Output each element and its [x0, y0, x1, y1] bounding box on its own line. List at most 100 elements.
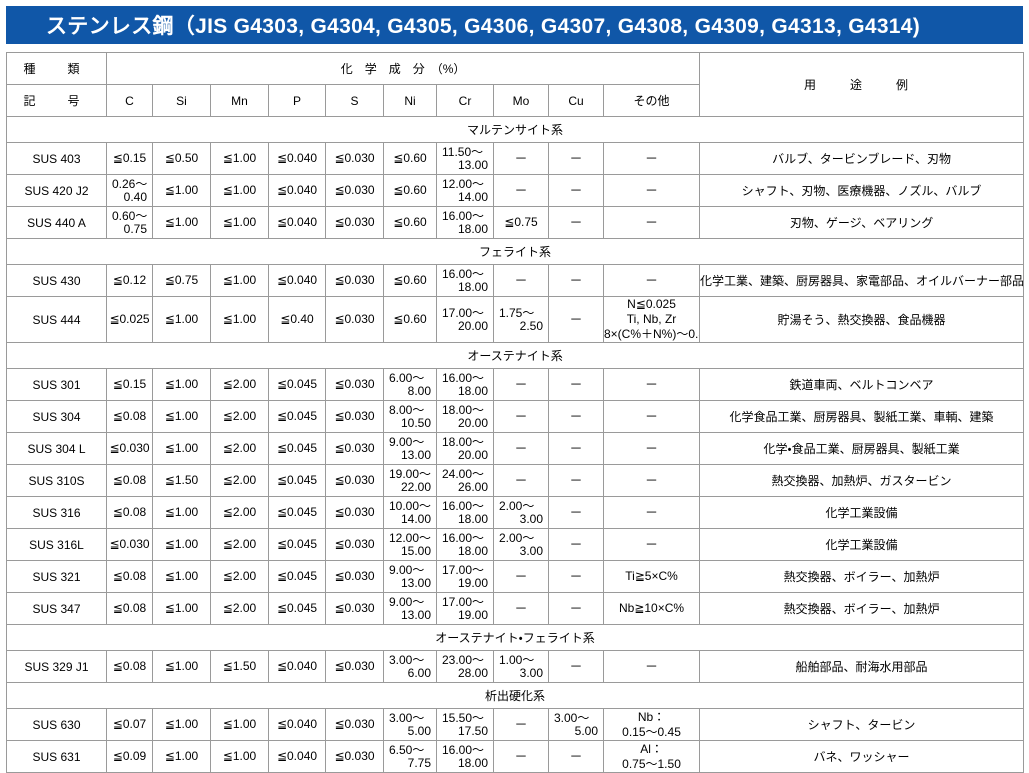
cell-ni: ≦0.60	[383, 264, 437, 297]
cell-ni: ≦0.60	[383, 296, 437, 343]
dash-glyph: －	[569, 408, 583, 424]
cell-mn: ≦2.00	[210, 432, 269, 465]
section-header-row: オーステナイト・フェライト系	[5, 624, 1025, 651]
cell-mn: ≦1.00	[210, 708, 269, 741]
cell-mn: ≦2.00	[210, 464, 269, 497]
dash-glyph: －	[569, 150, 583, 166]
cell-cu: －	[548, 740, 604, 773]
cell-cr: 16.00～ 18.00	[436, 496, 494, 529]
cell-mo: －	[493, 432, 549, 465]
header-col-c: C	[106, 84, 153, 117]
usage-example-cell: 船舶部品、耐海水用部品	[699, 650, 1025, 683]
cell-cu: －	[548, 528, 604, 561]
cell-mo: －	[493, 368, 549, 401]
cell-cu: －	[548, 496, 604, 529]
header-kind-line2: 記 号	[6, 84, 107, 117]
cell-mn: ≦1.00	[210, 206, 269, 239]
dash-glyph: －	[569, 272, 583, 288]
cell-other: Nb≧10×C%	[602, 592, 701, 625]
dash-glyph: －	[645, 504, 659, 520]
cell-mn: ≦1.00	[210, 296, 269, 343]
cell-other: －	[602, 528, 701, 561]
usage-example-cell: 熱交換器、ボイラー、加熱炉	[699, 560, 1025, 593]
cell-cr: 24.00～ 26.00	[436, 464, 494, 497]
cell-si: ≦0.50	[152, 142, 211, 175]
cell-p: ≦0.040	[268, 206, 326, 239]
grade-symbol-cell: SUS 310S	[6, 464, 107, 497]
dash-glyph: －	[569, 504, 583, 520]
cell-s: ≦0.030	[325, 528, 384, 561]
cell-ni: 6.00～ 8.00	[383, 368, 437, 401]
cell-other: －	[602, 400, 701, 433]
cell-si: ≦1.00	[152, 650, 211, 683]
cell-cu: －	[548, 432, 604, 465]
cell-c: ≦0.15	[106, 142, 153, 175]
usage-example-cell: シャフト、刃物、医療機器、ノズル、バルブ	[699, 174, 1025, 207]
grade-symbol-cell: SUS 304 L	[6, 432, 107, 465]
cell-si: ≦1.00	[152, 296, 211, 343]
cell-p: ≦0.040	[268, 142, 326, 175]
dash-glyph: －	[645, 272, 659, 288]
cell-ni: 3.00～ 5.00	[383, 708, 437, 741]
grade-symbol-cell: SUS 440 A	[6, 206, 107, 239]
dash-glyph: －	[514, 150, 528, 166]
cell-ni: 9.00～ 13.00	[383, 560, 437, 593]
cell-mn: ≦2.00	[210, 560, 269, 593]
cell-other: Al： 0.75～1.50	[602, 740, 701, 773]
cell-mo: 2.00～ 3.00	[493, 496, 549, 529]
cell-cr: 17.00～ 19.00	[436, 592, 494, 625]
cell-ni: ≦0.60	[383, 174, 437, 207]
cell-s: ≦0.030	[325, 206, 384, 239]
dash-glyph: －	[569, 748, 583, 764]
cell-mo: －	[493, 560, 549, 593]
dash-glyph: －	[645, 408, 659, 424]
cell-c: ≦0.15	[106, 368, 153, 401]
section-title: オーステナイト系	[5, 342, 1025, 369]
cell-p: ≦0.045	[268, 400, 326, 433]
header-usage-examples: 用 途 例	[699, 52, 1025, 117]
section-title: オーステナイト・フェライト系	[5, 624, 1025, 651]
cell-mn: ≦2.00	[210, 496, 269, 529]
cell-c: ≦0.030	[106, 432, 153, 465]
table-row: SUS 316L ≦0.030 ≦1.00 ≦2.00 ≦0.045 ≦0.030 12.0…	[6, 528, 1025, 561]
grade-symbol-cell: SUS 420 J2	[6, 174, 107, 207]
cell-other: －	[602, 264, 701, 297]
dash-glyph: －	[514, 472, 528, 488]
cell-s: ≦0.030	[325, 264, 384, 297]
table-row: SUS 347 ≦0.08 ≦1.00 ≦2.00 ≦0.045 ≦0.030 9.00～ 1…	[6, 592, 1025, 625]
grade-symbol-cell: SUS 329 J1	[6, 650, 107, 683]
dash-glyph: －	[645, 150, 659, 166]
dash-glyph: －	[645, 440, 659, 456]
cell-p: ≦0.040	[268, 740, 326, 773]
cell-mo: ≦0.75	[493, 206, 549, 239]
cell-other: －	[602, 650, 701, 683]
table-row: SUS 310S ≦0.08 ≦1.50 ≦2.00 ≦0.045 ≦0.030 19.00…	[6, 464, 1025, 497]
cell-si: ≦1.00	[152, 592, 211, 625]
cell-mo: －	[493, 264, 549, 297]
grade-symbol-cell: SUS 631	[6, 740, 107, 773]
cell-s: ≦0.030	[325, 496, 384, 529]
cell-si: ≦1.00	[152, 432, 211, 465]
dash-glyph: －	[569, 182, 583, 198]
cell-ni: ≦0.60	[383, 142, 437, 175]
cell-si: ≦1.00	[152, 400, 211, 433]
cell-other: Ti≧5×C%	[602, 560, 701, 593]
cell-cr: 23.00～ 28.00	[436, 650, 494, 683]
header-col-s: S	[325, 84, 384, 117]
cell-mo: －	[493, 174, 549, 207]
cell-ni: 12.00～ 15.00	[383, 528, 437, 561]
grade-symbol-cell: SUS 630	[6, 708, 107, 741]
cell-ni: 19.00～ 22.00	[383, 464, 437, 497]
dash-glyph: －	[569, 568, 583, 584]
dash-glyph: －	[569, 311, 583, 327]
stainless-steel-spec-table: 種 類 化 学 成 分 （%） 用 途 例 記 号 C Si Mn P S Ni…	[5, 52, 1025, 773]
cell-p: ≦0.045	[268, 464, 326, 497]
header-kind-line1: 種 類	[6, 52, 107, 85]
dash-glyph: －	[645, 658, 659, 674]
cell-mo: －	[493, 592, 549, 625]
cell-si: ≦0.75	[152, 264, 211, 297]
cell-other: －	[602, 496, 701, 529]
dash-glyph: －	[514, 408, 528, 424]
usage-example-cell: 化学食品工業、厨房器具、製紙工業、車輌、建築	[699, 400, 1025, 433]
cell-s: ≦0.030	[325, 142, 384, 175]
